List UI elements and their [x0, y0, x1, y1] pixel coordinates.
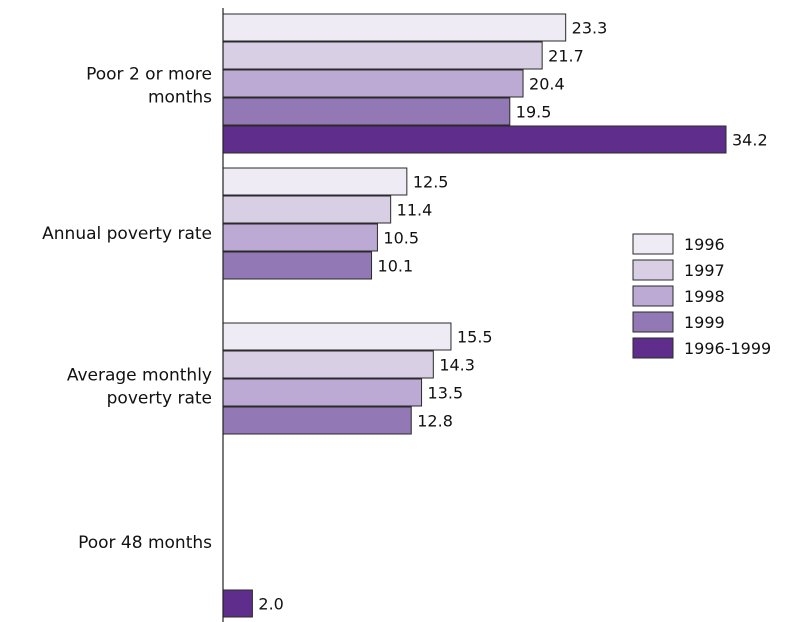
legend-swatch-1997	[632, 259, 674, 281]
bar-annual-poverty-rate-1997	[222, 195, 392, 224]
bar-average-monthly-poverty-rate-1997	[222, 350, 434, 379]
value-label-poor-2-or-more-months-1997: 21.7	[548, 47, 584, 66]
category-label-poor-48-months: Poor 48 months	[78, 533, 212, 553]
bar-annual-poverty-rate-1999	[222, 251, 373, 280]
value-label-poor-2-or-more-months-1996: 23.3	[572, 19, 608, 38]
category-label-average-monthly-poverty-rate-line-1: Average monthly	[67, 366, 212, 386]
category-label-annual-poverty-rate: Annual poverty rate	[42, 224, 212, 244]
legend-swatch-1998	[632, 285, 674, 307]
value-label-poor-2-or-more-months-1999: 19.5	[516, 103, 552, 122]
legend-swatch-1996-1999	[632, 337, 674, 359]
legend-label-1999: 1999	[684, 313, 725, 332]
category-label-poor-2-or-more-months-line-2: months	[148, 88, 212, 108]
value-labels: 23.3 21.7 20.4 19.5 34.2 12.5 11.4 10.5 10.1 15.5…	[258, 19, 767, 614]
value-label-annual-poverty-rate-1996: 12.5	[413, 173, 449, 192]
value-label-average-monthly-poverty-rate-1999: 12.8	[417, 412, 453, 431]
legend-swatch-1999	[632, 311, 674, 333]
bar-poor-2-or-more-months-1997	[222, 41, 543, 70]
legend: 1996 1997 1998 1999 1996-1999	[632, 233, 771, 359]
value-label-average-monthly-poverty-rate-1997: 14.3	[439, 356, 475, 375]
category-label-average-monthly-poverty-rate-line-2: poverty rate	[107, 389, 212, 409]
bar-annual-poverty-rate-1998	[222, 223, 378, 252]
value-label-average-monthly-poverty-rate-1998: 13.5	[428, 384, 464, 403]
value-label-annual-poverty-rate-1999: 10.1	[378, 257, 414, 276]
value-label-average-monthly-poverty-rate-1996: 15.5	[457, 328, 493, 347]
bars-layer	[222, 13, 727, 618]
bar-average-monthly-poverty-rate-1998	[222, 378, 423, 407]
bar-poor-48-months-1996-1999	[222, 589, 253, 618]
value-label-poor-2-or-more-months-1998: 20.4	[529, 75, 565, 94]
bar-poor-2-or-more-months-1999	[222, 97, 511, 126]
bar-poor-2-or-more-months-1996	[222, 13, 567, 42]
legend-label-1998: 1998	[684, 287, 725, 306]
value-label-poor-48-months-1996-1999: 2.0	[258, 595, 283, 614]
bar-average-monthly-poverty-rate-1996	[222, 322, 452, 351]
bar-annual-poverty-rate-1996	[222, 167, 408, 196]
bar-poor-2-or-more-months-1998	[222, 69, 524, 98]
bar-poor-2-or-more-months-1996-1999	[222, 125, 727, 154]
value-label-annual-poverty-rate-1997: 11.4	[397, 201, 433, 220]
legend-swatch-1996	[632, 233, 674, 255]
category-label-poor-2-or-more-months-line-1: Poor 2 or more	[86, 65, 212, 85]
legend-label-1997: 1997	[684, 261, 725, 280]
value-label-annual-poverty-rate-1998: 10.5	[383, 229, 419, 248]
legend-label-1996: 1996	[684, 235, 725, 254]
bar-average-monthly-poverty-rate-1999	[222, 406, 412, 435]
category-labels: Poor 2 or more months Annual poverty rate A…	[42, 65, 212, 554]
value-label-poor-2-or-more-months-1996-1999: 34.2	[732, 131, 768, 150]
legend-label-1996-1999: 1996-1999	[684, 339, 771, 358]
